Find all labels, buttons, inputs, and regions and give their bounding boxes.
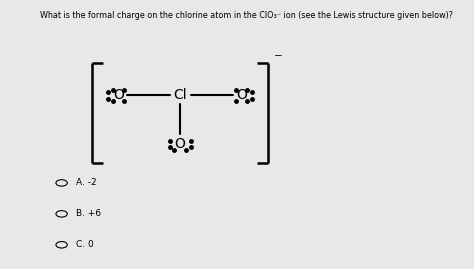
Text: −: −: [273, 51, 282, 61]
Text: Cl: Cl: [173, 89, 187, 102]
Text: O: O: [175, 137, 185, 151]
Text: B. +6: B. +6: [76, 209, 101, 218]
Text: O: O: [237, 89, 247, 102]
Text: What is the formal charge on the chlorine atom in the ClO₃⁻ ion (see the Lewis s: What is the formal charge on the chlorin…: [40, 11, 453, 20]
Text: C. 0: C. 0: [76, 240, 93, 249]
Text: A. -2: A. -2: [76, 178, 97, 187]
Text: O: O: [113, 89, 124, 102]
